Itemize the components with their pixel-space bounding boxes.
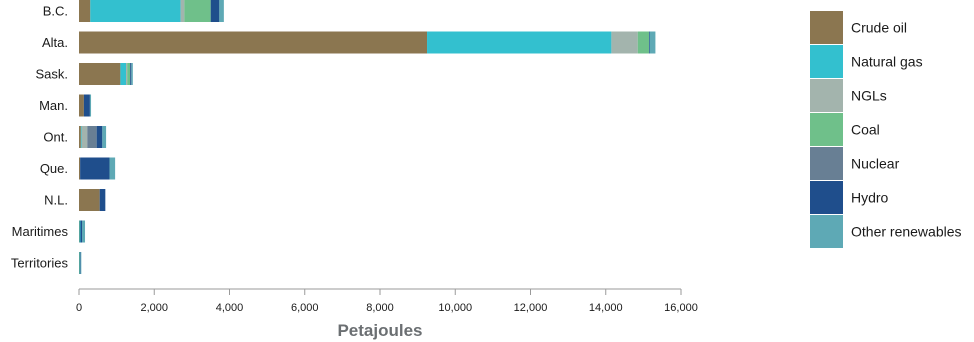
legend: Crude oil Natural gas NGLs Coal Nuclear Hydro…: [810, 11, 962, 248]
x-tick-label: 10,000: [438, 302, 472, 314]
x-axis-title: Petajoules: [337, 321, 422, 340]
province-labels: B.C. Alta. Sask. Man. Ont. Que. N.L. Maritimes T…: [11, 4, 69, 271]
bar-segment: [79, 94, 84, 117]
province-label: Alta.: [42, 35, 68, 50]
bars-group: [79, 0, 656, 274]
bar-segment: [126, 63, 128, 85]
province-label: Man.: [39, 98, 68, 113]
bar-segment: [80, 220, 83, 243]
bar-segment: [79, 63, 121, 85]
x-tick-label: 14,000: [589, 302, 623, 314]
bar-segment: [82, 220, 86, 243]
bar-segment: [180, 0, 185, 22]
bar-segment: [637, 31, 650, 54]
x-axis-ticks: 0 2,000 4,000 6,000 8,000 10,000 12,000 14,000 1…: [76, 289, 698, 314]
province-label: Que.: [40, 161, 68, 176]
bar-segment: [80, 157, 110, 180]
x-tick-label: 4,000: [216, 302, 244, 314]
bar-segment: [210, 0, 220, 22]
province-label: N.L.: [44, 193, 68, 208]
bar-segment: [649, 31, 656, 54]
bar-segment: [99, 189, 106, 211]
province-label: Sask.: [35, 67, 68, 82]
bar-segment: [427, 31, 612, 54]
legend-label: Crude oil: [851, 20, 907, 36]
province-label: B.C.: [43, 4, 68, 19]
bar-segment: [649, 31, 650, 54]
bar-segment: [79, 157, 81, 180]
bar-segment: [102, 126, 107, 148]
legend-label: Other renewables: [851, 224, 962, 240]
bar-segment: [219, 0, 224, 22]
bar-segment: [130, 63, 132, 85]
bar-segment: [89, 94, 92, 117]
province-label: Maritimes: [12, 224, 69, 239]
legend-swatch: [810, 79, 843, 112]
legend-swatch: [810, 215, 843, 248]
bar-segment: [79, 126, 81, 148]
x-tick-label: 12,000: [514, 302, 548, 314]
legend-label: Hydro: [851, 190, 889, 206]
legend-label: Coal: [851, 122, 880, 138]
bar-segment: [96, 126, 103, 148]
bar-segment: [131, 63, 133, 85]
bar-segment: [87, 126, 97, 148]
legend-swatch: [810, 147, 843, 180]
bar-segment: [109, 157, 116, 180]
bar-segment: [79, 31, 428, 54]
legend-label: Nuclear: [851, 156, 900, 172]
bar-segment: [184, 0, 211, 22]
bar-segment: [83, 94, 90, 117]
x-tick-label: 0: [76, 302, 82, 314]
legend-swatch: [810, 181, 843, 214]
bar-segment: [90, 0, 181, 22]
x-tick-label: 2,000: [140, 302, 168, 314]
bar-segment: [80, 126, 82, 148]
bar-segment: [80, 252, 82, 274]
bar-segment: [79, 252, 81, 274]
bar-segment: [120, 63, 127, 85]
bar-segment: [127, 63, 131, 85]
legend-swatch: [810, 45, 843, 78]
x-tick-label: 16,000: [664, 302, 698, 314]
bar-segment: [79, 220, 81, 243]
legend-swatch: [810, 11, 843, 44]
legend-label: Natural gas: [851, 54, 923, 70]
bar-segment: [79, 0, 91, 22]
x-tick-label: 8,000: [366, 302, 394, 314]
x-tick-label: 6,000: [291, 302, 319, 314]
legend-label: NGLs: [851, 88, 887, 104]
province-label: Ont.: [43, 130, 68, 145]
bar-segment: [79, 189, 100, 211]
bar-segment: [611, 31, 638, 54]
province-label: Territories: [11, 256, 69, 271]
bar-segment: [81, 126, 88, 148]
legend-swatch: [810, 113, 843, 146]
